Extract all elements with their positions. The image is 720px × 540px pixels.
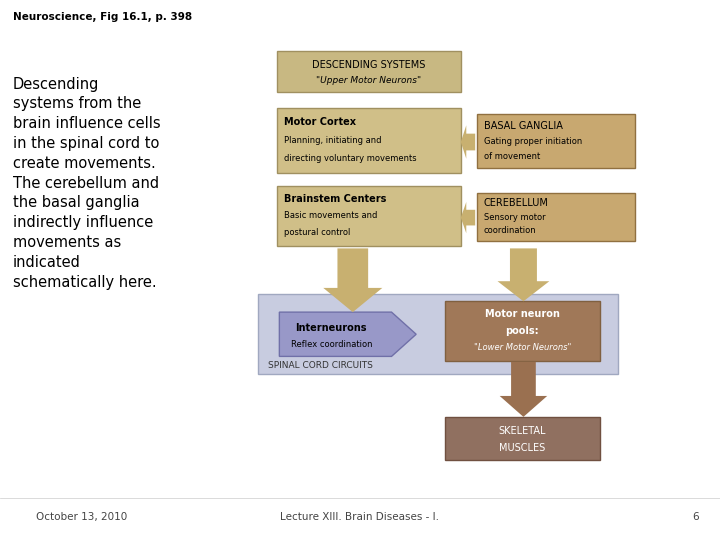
- Text: Lecture XIII. Brain Diseases - I.: Lecture XIII. Brain Diseases - I.: [281, 512, 439, 522]
- FancyBboxPatch shape: [277, 51, 461, 92]
- Text: Planning, initiating and: Planning, initiating and: [284, 136, 382, 145]
- Text: Gating proper initiation: Gating proper initiation: [484, 137, 582, 146]
- Polygon shape: [461, 125, 475, 159]
- FancyBboxPatch shape: [477, 193, 635, 241]
- Polygon shape: [279, 312, 416, 356]
- Text: Neuroscience, Fig 16.1, p. 398: Neuroscience, Fig 16.1, p. 398: [13, 12, 192, 22]
- Text: of movement: of movement: [484, 152, 540, 161]
- Text: pools:: pools:: [505, 326, 539, 336]
- Text: CEREBELLUM: CEREBELLUM: [484, 199, 549, 208]
- FancyBboxPatch shape: [277, 186, 461, 246]
- Text: Reflex coordination: Reflex coordination: [291, 340, 372, 348]
- Text: Descending
systems from the
brain influence cells
in the spinal cord to
create m: Descending systems from the brain influe…: [13, 77, 161, 289]
- Text: Basic movements and: Basic movements and: [284, 212, 378, 220]
- Polygon shape: [500, 362, 547, 417]
- Text: "Upper Motor Neurons": "Upper Motor Neurons": [316, 76, 422, 85]
- Text: BASAL GANGLIA: BASAL GANGLIA: [484, 122, 563, 131]
- Text: October 13, 2010: October 13, 2010: [36, 512, 127, 522]
- Polygon shape: [461, 202, 475, 233]
- Text: Sensory motor: Sensory motor: [484, 213, 546, 221]
- FancyBboxPatch shape: [445, 301, 600, 361]
- Polygon shape: [498, 248, 549, 301]
- Text: coordination: coordination: [484, 226, 536, 235]
- Text: 6: 6: [692, 512, 698, 522]
- FancyBboxPatch shape: [258, 294, 618, 374]
- Text: SPINAL CORD CIRCUITS: SPINAL CORD CIRCUITS: [268, 361, 373, 370]
- Text: Interneurons: Interneurons: [296, 322, 367, 333]
- Text: DESCENDING SYSTEMS: DESCENDING SYSTEMS: [312, 59, 426, 70]
- Text: directing voluntary movements: directing voluntary movements: [284, 154, 417, 163]
- Text: postural control: postural control: [284, 228, 351, 237]
- Text: Motor Cortex: Motor Cortex: [284, 117, 356, 127]
- Text: Motor neuron: Motor neuron: [485, 309, 559, 319]
- FancyBboxPatch shape: [477, 114, 635, 168]
- Polygon shape: [323, 248, 382, 312]
- FancyBboxPatch shape: [445, 417, 600, 460]
- Text: Brainstem Centers: Brainstem Centers: [284, 194, 387, 204]
- Text: SKELETAL: SKELETAL: [499, 426, 546, 436]
- FancyBboxPatch shape: [277, 108, 461, 173]
- Text: "Lower Motor Neurons": "Lower Motor Neurons": [474, 343, 571, 352]
- Text: MUSCLES: MUSCLES: [499, 443, 546, 453]
